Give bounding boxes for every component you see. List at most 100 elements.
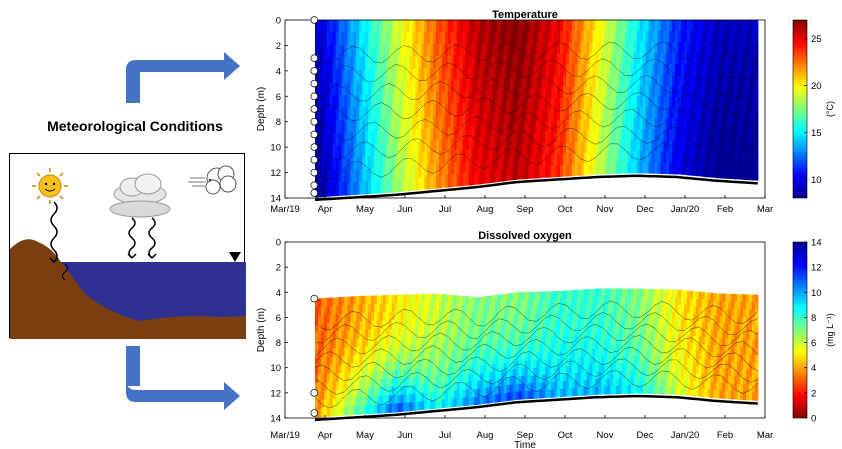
heatmap-cell bbox=[625, 151, 629, 163]
heatmap-cell bbox=[347, 69, 352, 83]
heatmap-cell bbox=[527, 53, 532, 66]
heatmap-cell bbox=[622, 288, 626, 297]
heatmap-cell bbox=[601, 107, 605, 120]
heatmap-cell bbox=[323, 357, 328, 367]
heatmap-cell bbox=[335, 381, 340, 391]
heatmap-cell bbox=[359, 20, 363, 33]
heatmap-cell bbox=[329, 82, 334, 96]
heatmap-cell bbox=[498, 370, 502, 380]
heatmap-cell bbox=[642, 63, 647, 76]
heatmap-cell bbox=[492, 147, 496, 160]
heatmap-cell bbox=[403, 44, 408, 58]
heatmap-cell bbox=[548, 351, 552, 360]
heatmap-cell bbox=[542, 64, 546, 77]
heatmap-cell bbox=[734, 110, 738, 123]
y-tick-label: 14 bbox=[270, 194, 281, 205]
heatmap-cell bbox=[368, 329, 372, 339]
heatmap-cell bbox=[754, 324, 759, 333]
heatmap-cell bbox=[751, 65, 756, 78]
heatmap-cell bbox=[326, 32, 331, 46]
heatmap-cell bbox=[545, 98, 549, 111]
heatmap-cell bbox=[338, 398, 343, 408]
heatmap-cell bbox=[627, 140, 632, 152]
heatmap-cell bbox=[509, 384, 514, 393]
heatmap-cell bbox=[441, 31, 446, 45]
arrow-to-temperature bbox=[126, 52, 240, 103]
heatmap-cell bbox=[421, 294, 425, 303]
heatmap-cell bbox=[515, 345, 520, 354]
heatmap-cell bbox=[338, 297, 343, 307]
heatmap-cell bbox=[332, 305, 337, 315]
heatmap-cell bbox=[728, 20, 732, 32]
heatmap-cell bbox=[551, 306, 555, 315]
heatmap-cell bbox=[344, 132, 349, 146]
heatmap-cell bbox=[329, 70, 334, 84]
heatmap-cell bbox=[415, 129, 419, 142]
heatmap-cell bbox=[359, 169, 363, 183]
heatmap-cell bbox=[722, 31, 726, 44]
heatmap-cell bbox=[530, 76, 535, 89]
heatmap-cell bbox=[678, 31, 682, 43]
heatmap-cell bbox=[639, 63, 644, 76]
heatmap-cell bbox=[350, 107, 354, 121]
heatmap-cell bbox=[483, 124, 487, 137]
heatmap-cell bbox=[371, 379, 375, 389]
heatmap-cell bbox=[326, 20, 331, 34]
heatmap-cell bbox=[716, 110, 721, 122]
sensor-marker bbox=[310, 54, 319, 62]
heatmap-cell bbox=[710, 87, 715, 100]
heatmap-cell bbox=[716, 360, 721, 369]
heatmap-cell bbox=[728, 76, 732, 89]
heatmap-cell bbox=[571, 297, 576, 306]
heatmap-cell bbox=[371, 371, 375, 381]
heatmap-cell bbox=[403, 166, 408, 180]
heatmap-cell bbox=[565, 20, 570, 32]
heatmap-cell bbox=[486, 334, 490, 343]
heatmap-cell bbox=[533, 382, 537, 392]
heatmap-cell bbox=[607, 63, 611, 76]
heatmap-cell bbox=[586, 75, 591, 87]
y-tick-label: 0 bbox=[276, 16, 281, 27]
heatmap-cell bbox=[521, 122, 526, 134]
heatmap-cell bbox=[480, 350, 484, 359]
heatmap-cell bbox=[548, 20, 552, 32]
heatmap-cell bbox=[465, 397, 470, 406]
heatmap-cell bbox=[689, 358, 694, 367]
heatmap-cell bbox=[613, 74, 617, 87]
heatmap-cell bbox=[371, 44, 375, 58]
heatmap-cell bbox=[323, 331, 328, 341]
heatmap-cell bbox=[568, 343, 573, 352]
heatmap-cell bbox=[315, 399, 319, 409]
heatmap-cell bbox=[548, 321, 552, 330]
heatmap-cell bbox=[692, 328, 697, 337]
heatmap-cell bbox=[651, 85, 656, 98]
heatmap-cell bbox=[695, 75, 700, 88]
heatmap-cell bbox=[359, 321, 363, 331]
heatmap-cell bbox=[368, 295, 372, 305]
heatmap-cell bbox=[589, 108, 594, 120]
heatmap-cell bbox=[716, 330, 721, 339]
heatmap-cell bbox=[601, 371, 605, 380]
heatmap-cell bbox=[557, 131, 561, 144]
heatmap-cell bbox=[374, 57, 378, 71]
heatmap-cell bbox=[456, 366, 461, 375]
heatmap-cell bbox=[589, 356, 594, 365]
heatmap-cell bbox=[489, 20, 493, 33]
heatmap-cell bbox=[719, 353, 723, 362]
heatmap-cell bbox=[746, 317, 750, 326]
heatmap-cell bbox=[329, 314, 334, 324]
heatmap-cell bbox=[382, 362, 387, 372]
heatmap-cell bbox=[604, 288, 608, 297]
heatmap-cell bbox=[441, 127, 446, 140]
heatmap-cell bbox=[710, 64, 715, 77]
heatmap-cell bbox=[577, 31, 582, 43]
heatmap-cell bbox=[740, 391, 744, 400]
heatmap-cell bbox=[368, 168, 372, 182]
heatmap-cell bbox=[332, 365, 337, 374]
heatmap-cell bbox=[589, 20, 594, 32]
heatmap-cell bbox=[657, 304, 661, 313]
heatmap-cell bbox=[657, 162, 661, 174]
heatmap-cell bbox=[471, 90, 476, 103]
heatmap-cell bbox=[754, 355, 759, 364]
heatmap-cell bbox=[681, 312, 685, 321]
